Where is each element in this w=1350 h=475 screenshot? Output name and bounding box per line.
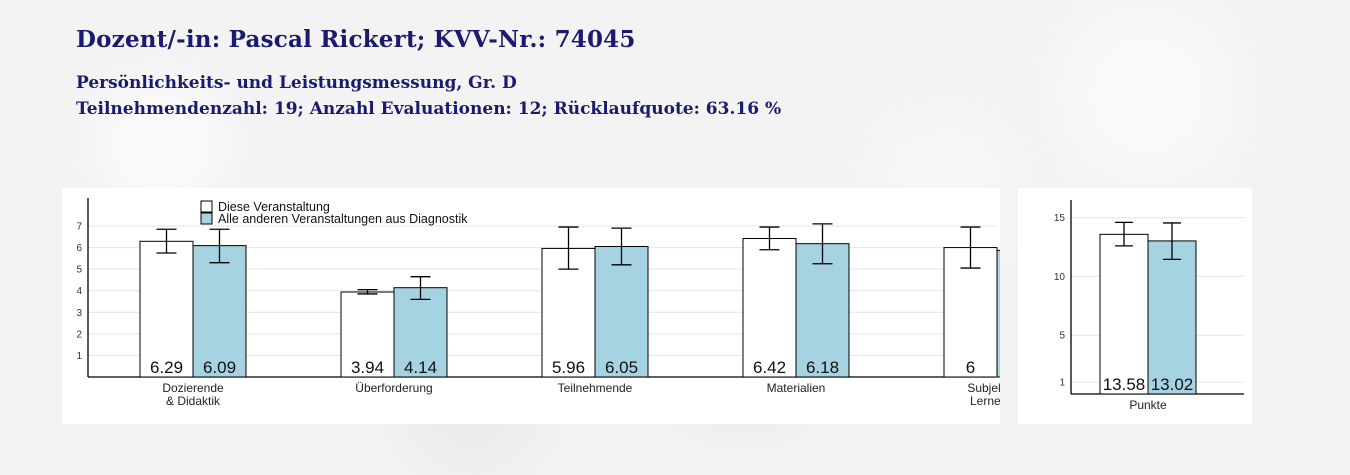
y-tick-label: 6 bbox=[76, 243, 82, 254]
category-label: Lernerfolg bbox=[970, 394, 1000, 408]
data-label: 5.96 bbox=[552, 358, 585, 377]
evaluation-stats: Teilnehmendenzahl: 19; Anzahl Evaluation… bbox=[76, 99, 782, 119]
y-tick-label: 3 bbox=[76, 308, 82, 319]
y-tick-label: 4 bbox=[76, 286, 82, 297]
bar bbox=[192, 245, 247, 378]
category-label: Materialien bbox=[767, 381, 826, 395]
legend-label: Diese Veranstaltung bbox=[218, 200, 330, 214]
category-label: & Didaktik bbox=[166, 394, 221, 408]
category-label: Dozierende bbox=[162, 381, 224, 395]
data-label: 6.42 bbox=[753, 358, 786, 377]
lecturer-title: Dozent/-in: Pascal Rickert; KVV-Nr.: 740… bbox=[76, 26, 636, 53]
y-tick-label: 1 bbox=[1059, 378, 1065, 389]
data-label: 4.14 bbox=[404, 358, 437, 377]
bar bbox=[594, 245, 649, 378]
bar bbox=[1147, 240, 1197, 395]
bar bbox=[139, 240, 194, 378]
y-tick-label: 1 bbox=[76, 351, 82, 362]
data-label: 3.94 bbox=[351, 358, 384, 377]
points-chart-panel: 1 5 10 15 13.58 13.02 Punkte bbox=[1018, 188, 1252, 424]
category-label: Punkte bbox=[1129, 398, 1167, 412]
data-label: 6 bbox=[966, 358, 975, 377]
legend-swatch bbox=[200, 200, 213, 213]
category-label: Überforderung bbox=[355, 381, 432, 395]
bar bbox=[742, 238, 797, 378]
legend-label: Alle anderen Veranstaltungen aus Diagnos… bbox=[218, 212, 468, 226]
y-tick-label: 15 bbox=[1054, 213, 1066, 224]
data-label: 6.29 bbox=[150, 358, 183, 377]
data-label: 13.02 bbox=[1151, 375, 1194, 394]
category-label: Teilnehmende bbox=[558, 381, 633, 395]
data-label: 6.05 bbox=[605, 358, 638, 377]
bar bbox=[943, 247, 998, 378]
course-name: Persönlichkeits- und Leistungsmessung, G… bbox=[76, 73, 517, 93]
data-label: 6.18 bbox=[806, 358, 839, 377]
main-chart-panel: 1 2 3 4 5 6 7 6.29 6.09 Dozierende & Didaktik 3.94 4… bbox=[62, 188, 1051, 424]
data-label: 13.58 bbox=[1103, 375, 1146, 394]
y-tick-label: 10 bbox=[1054, 272, 1066, 283]
y-tick-label: 7 bbox=[76, 222, 82, 233]
report-header: Dozent/-in: Pascal Rickert; KVV-Nr.: 740… bbox=[76, 26, 781, 125]
bar bbox=[1099, 233, 1149, 395]
y-tick-label: 5 bbox=[76, 265, 82, 276]
y-tick-label: 5 bbox=[1059, 331, 1065, 342]
bar bbox=[996, 249, 1051, 378]
main-bar-chart: 1 2 3 4 5 6 7 6.29 6.09 Dozierende& Didaktik 3.94 4… bbox=[76, 198, 1051, 408]
bar bbox=[795, 243, 850, 378]
legend-swatch bbox=[200, 212, 213, 225]
category-label: Subjektiver bbox=[967, 381, 1000, 395]
data-label: 6.09 bbox=[203, 358, 236, 377]
y-tick-label: 2 bbox=[76, 329, 82, 340]
